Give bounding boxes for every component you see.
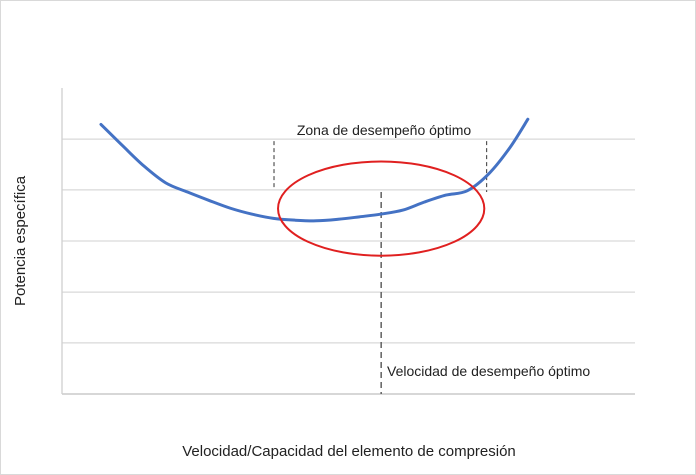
y-axis-label: Potencia específica [12,175,29,306]
series-line [99,117,530,223]
optimal-zone-ellipse [277,160,486,257]
gridlines [62,138,635,344]
optimal-speed-label: Velocidad de desempeño óptimo [387,363,590,379]
x-axis-label: Velocidad/Capacidad del elemento de comp… [182,443,516,460]
optimal-zone-label: Zona de desempeño óptimo [297,122,472,138]
